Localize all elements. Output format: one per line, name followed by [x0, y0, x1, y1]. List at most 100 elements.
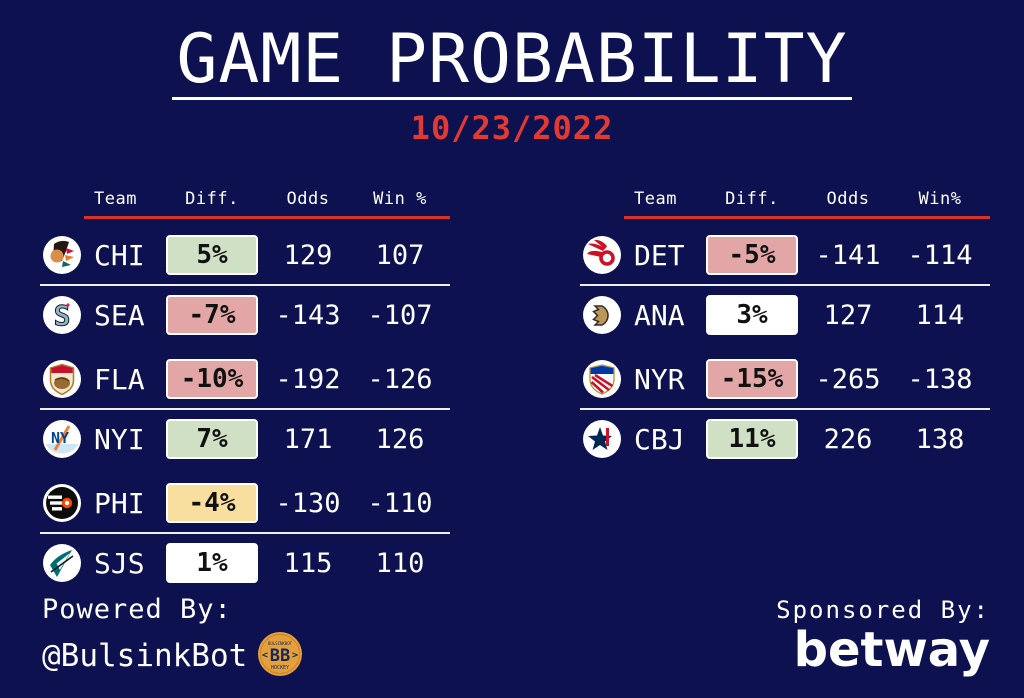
win-value: 107: [375, 239, 425, 271]
table-row: PHI -4% -130 -110: [40, 477, 450, 529]
columbus-blue-jackets-logo-icon: [583, 420, 621, 458]
anaheim-ducks-logo-icon: [583, 296, 621, 334]
team-abbr: NYI: [94, 422, 145, 456]
chicago-blackhawks-logo-icon: [43, 236, 81, 274]
header: GAME PROBABILITY 10/23/2022: [0, 24, 1024, 147]
games-table-right: Team Diff. Odds Win% DET -5%: [580, 186, 990, 465]
win-value: 126: [375, 423, 425, 455]
diff-badge: -7%: [166, 295, 258, 335]
game-date: 10/23/2022: [410, 109, 614, 148]
col-header-win: Win%: [918, 189, 962, 209]
team-abbr: PHI: [94, 486, 145, 520]
odds-value: -130: [275, 487, 341, 519]
odds-value: -192: [275, 363, 341, 395]
new-york-islanders-logo-icon: NY: [43, 420, 81, 458]
odds-value: 171: [283, 423, 333, 455]
florida-panthers-logo-icon: [43, 360, 81, 398]
table-row: ANA 3% 127 114: [580, 289, 990, 341]
team-logo: S: [40, 295, 88, 335]
diff-badge: 3%: [706, 295, 798, 335]
game-gap: [40, 465, 450, 477]
matchup-divider: [40, 408, 450, 410]
detroit-red-wings-logo-icon: [583, 236, 621, 274]
bulsinkbot-handle: @BulsinkBot: [42, 638, 248, 674]
header-underline: [624, 216, 990, 219]
col-header-diff: Diff.: [725, 189, 779, 209]
team-logo: [40, 543, 88, 583]
powered-by-label: Powered By:: [42, 594, 232, 625]
team-logo: NY: [40, 419, 88, 459]
table-row: NYR -15% -265 -138: [580, 353, 990, 405]
svg-text:NY: NY: [51, 429, 69, 447]
team-abbr: CHI: [94, 238, 145, 272]
odds-value: -265: [815, 363, 881, 395]
matchup-divider: [40, 532, 450, 534]
team-abbr: SJS: [94, 546, 145, 580]
col-header-win: Win %: [373, 189, 427, 209]
header-underline: [84, 216, 450, 219]
team-abbr: ANA: [634, 298, 685, 332]
table-row: S SEA -7% -143 -107: [40, 289, 450, 341]
win-value: -114: [907, 239, 973, 271]
svg-text:<: <: [262, 650, 268, 661]
team-logo: [40, 483, 88, 523]
odds-value: 127: [823, 299, 873, 331]
diff-badge: 1%: [166, 543, 258, 583]
win-value: 138: [915, 423, 965, 455]
team-abbr: SEA: [94, 298, 145, 332]
col-header-odds: Odds: [826, 189, 870, 209]
svg-text:>: >: [292, 650, 298, 661]
team-abbr: NYR: [634, 362, 685, 396]
matchup-divider: [40, 284, 450, 286]
team-logo: [40, 235, 88, 275]
bulsinkbot-logo-icon: BULSINKBOT < BB > HOCKEY: [258, 632, 303, 676]
win-value: -138: [907, 363, 973, 395]
table-row: NY NYI 7% 171 126: [40, 413, 450, 465]
games-table-left: Team Diff. Odds Win % CHI: [40, 186, 450, 589]
diff-badge: 11%: [706, 419, 798, 459]
svg-text:BULSINKBOT: BULSINKBOT: [268, 641, 293, 646]
col-header-odds: Odds: [286, 189, 330, 209]
bulsinkbot-logo: BULSINKBOT < BB > HOCKEY: [257, 631, 303, 681]
svg-text:BB: BB: [270, 646, 290, 666]
table-row: DET -5% -141 -114: [580, 229, 990, 281]
col-header-team: Team: [94, 189, 137, 209]
diff-badge: -15%: [706, 359, 798, 399]
team-abbr: DET: [634, 238, 685, 272]
diff-badge: -4%: [166, 483, 258, 523]
odds-value: 129: [283, 239, 333, 271]
win-value: -126: [367, 363, 433, 395]
col-header-team: Team: [634, 189, 677, 209]
matchup-divider: [580, 408, 990, 410]
team-logo: [580, 295, 628, 335]
odds-value: 226: [823, 423, 873, 455]
matchup-divider: [580, 284, 990, 286]
odds-value: -143: [275, 299, 341, 331]
game-gap: [40, 341, 450, 353]
team-abbr: CBJ: [634, 422, 685, 456]
philadelphia-flyers-logo-icon: [43, 484, 81, 522]
powered-by-block: Powered By: @BulsinkBot BULSINKBOT < BB …: [42, 594, 303, 681]
team-logo: [580, 235, 628, 275]
svg-text:S: S: [54, 299, 71, 332]
table-row: CBJ 11% 226 138: [580, 413, 990, 465]
odds-value: 115: [283, 547, 333, 579]
table-row: FLA -10% -192 -126: [40, 353, 450, 405]
team-abbr: FLA: [94, 362, 145, 396]
diff-badge: 7%: [166, 419, 258, 459]
sponsored-by-block: Sponsored By: betway: [776, 596, 990, 674]
table-row: CHI 5% 129 107: [40, 229, 450, 281]
svg-text:HOCKEY: HOCKEY: [271, 665, 289, 671]
diff-badge: -5%: [706, 235, 798, 275]
win-value: 114: [915, 299, 965, 331]
new-york-rangers-logo-icon: [583, 360, 621, 398]
diff-badge: 5%: [166, 235, 258, 275]
win-value: 110: [375, 547, 425, 579]
table-header-row: Team Diff. Odds Win %: [40, 186, 450, 212]
page-title: GAME PROBABILITY: [172, 24, 852, 101]
betway-logo: betway: [793, 622, 990, 678]
win-value: -107: [367, 299, 433, 331]
seattle-kraken-logo-icon: S: [43, 296, 81, 334]
diff-badge: -10%: [166, 359, 258, 399]
